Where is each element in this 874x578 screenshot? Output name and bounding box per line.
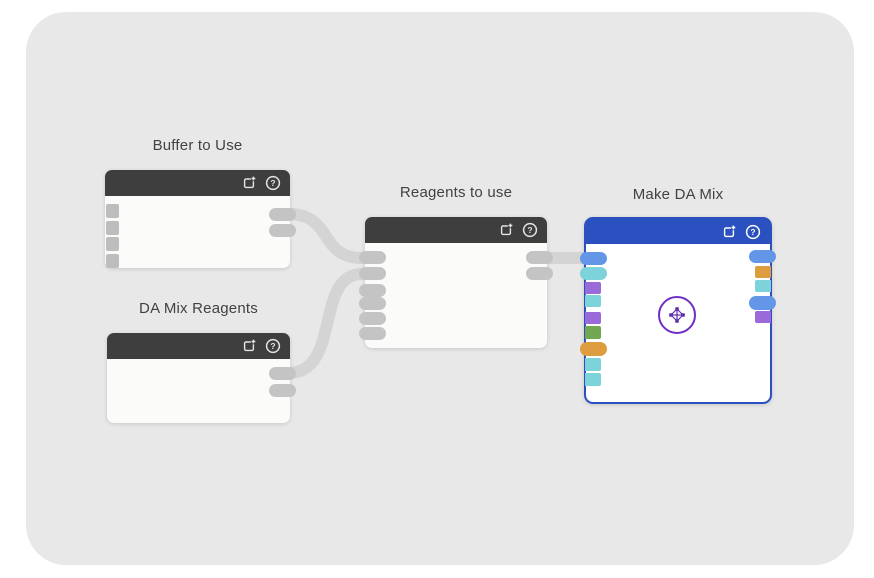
input-port[interactable] [359, 312, 386, 325]
output-port[interactable] [526, 267, 553, 280]
output-port[interactable] [269, 208, 296, 221]
input-port[interactable] [106, 221, 119, 235]
help-icon[interactable]: ? [265, 175, 281, 191]
input-port[interactable] [106, 237, 119, 251]
input-port-teal[interactable] [585, 373, 601, 386]
input-port-teal[interactable] [580, 267, 607, 280]
input-port[interactable] [359, 267, 386, 280]
input-port-teal[interactable] [585, 358, 601, 371]
output-port-teal[interactable] [755, 280, 771, 292]
output-port[interactable] [269, 384, 296, 397]
input-port[interactable] [359, 297, 386, 310]
svg-text:?: ? [750, 227, 755, 237]
input-port[interactable] [359, 251, 386, 264]
wire-damix-to-reagents[interactable] [282, 268, 368, 379]
input-port-purple[interactable] [585, 312, 601, 324]
input-port[interactable] [106, 204, 119, 218]
node-header[interactable]: ? [107, 333, 290, 359]
wire-buffer-to-reagents[interactable] [282, 208, 368, 264]
process-icon [658, 296, 696, 334]
node-title: Buffer to Use [152, 137, 243, 154]
output-port-orange[interactable] [755, 266, 771, 278]
help-icon[interactable]: ? [745, 224, 761, 240]
input-port[interactable] [359, 327, 386, 340]
node-da-mix-reagents[interactable]: DA Mix Reagents ? [107, 300, 296, 423]
output-port[interactable] [269, 367, 296, 380]
help-icon[interactable]: ? [522, 222, 538, 238]
node-title: Reagents to use [399, 184, 513, 201]
node-reagents-to-use[interactable]: Reagents to use ? [359, 184, 553, 348]
node-make-da-mix[interactable]: Make DA Mix ? [580, 186, 776, 404]
output-port[interactable] [526, 251, 553, 264]
output-port-blue[interactable] [749, 250, 776, 263]
svg-text:?: ? [527, 225, 532, 235]
node-buffer-to-use[interactable]: Buffer to Use ? [105, 137, 296, 268]
output-port-purple[interactable] [755, 311, 771, 323]
help-icon[interactable]: ? [265, 338, 281, 354]
add-output-icon[interactable] [242, 339, 256, 353]
node-title: Make DA Mix [632, 186, 724, 203]
svg-text:?: ? [270, 341, 275, 351]
node-title: DA Mix Reagents [139, 300, 258, 317]
add-output-icon[interactable] [242, 176, 256, 190]
node-header[interactable]: ? [365, 217, 547, 243]
input-port-teal[interactable] [585, 295, 601, 307]
input-port-blue[interactable] [580, 252, 607, 265]
input-port[interactable] [359, 284, 386, 297]
svg-text:?: ? [270, 178, 275, 188]
output-port[interactable] [269, 224, 296, 237]
input-port-purple[interactable] [585, 282, 601, 294]
input-port[interactable] [106, 254, 119, 268]
output-port-blue[interactable] [749, 296, 776, 310]
add-output-icon[interactable] [499, 223, 513, 237]
node-header[interactable]: ? [586, 219, 770, 244]
node-header[interactable]: ? [105, 170, 290, 196]
input-port-orange[interactable] [580, 342, 607, 356]
add-output-icon[interactable] [722, 225, 736, 239]
input-port-green[interactable] [585, 326, 601, 339]
